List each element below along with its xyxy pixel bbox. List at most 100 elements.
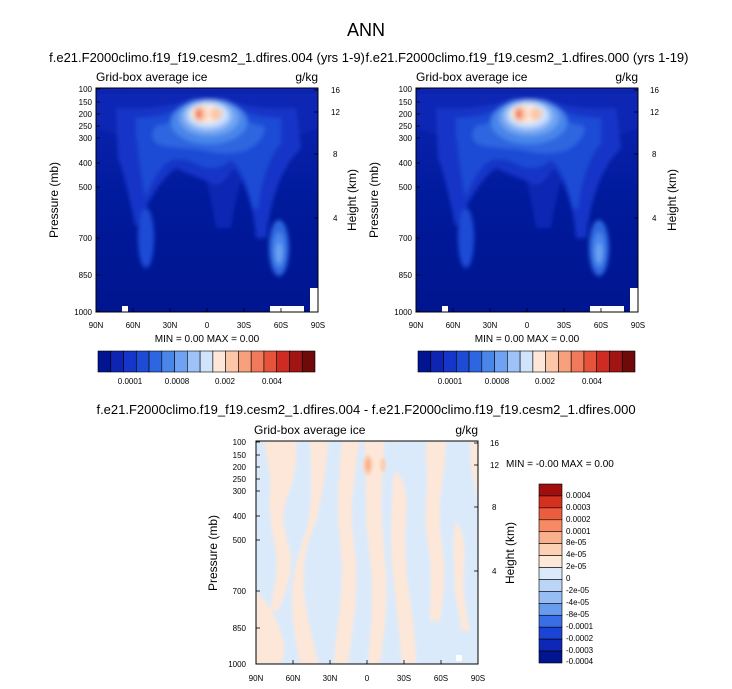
ytick-label: 400	[399, 159, 413, 168]
colorbar-box	[161, 350, 175, 373]
contour-l15	[276, 243, 282, 263]
panel-right-minmax: MIN = 0.00 MAX = 0.00	[475, 334, 580, 345]
cbar-tick-label: 0.0003	[566, 503, 591, 512]
ytick-label: 200	[79, 110, 93, 119]
colorbar-box	[494, 350, 508, 373]
ytick-label: 150	[233, 451, 247, 460]
diff-patch-4	[334, 441, 360, 664]
ytick-label: 100	[79, 85, 93, 94]
colorbar-box	[538, 483, 563, 497]
colorbar-box	[538, 614, 563, 628]
panel-diff-x-ticks: 90N 60N 30N 0 30S 60S 90S	[249, 674, 485, 683]
cbar-tick-label: 0.0001	[438, 377, 463, 386]
xtick-label: 30N	[163, 321, 178, 330]
panel-diff-plot	[256, 441, 478, 664]
colorbar-box	[468, 350, 483, 373]
cbar-tick-label: 8e-05	[566, 538, 587, 547]
panel-diff: f.e21.F2000climo.f19_f19.cesm2_1.dfires.…	[96, 402, 635, 683]
missing-box-right	[270, 306, 304, 312]
panel-right: f.e21.F2000climo.f19_f19.cesm2_1.dfires.…	[365, 50, 688, 386]
cbar-tick-label: 0.0008	[485, 377, 510, 386]
colorbar-box	[174, 350, 188, 373]
colorbar-box	[212, 350, 226, 373]
cbar-tick-label: 0.004	[262, 377, 283, 386]
panel-right-units: g/kg	[615, 70, 638, 84]
y2tick-label: 12	[331, 108, 340, 117]
panel-left-colorbar	[97, 350, 316, 373]
ytick-label: 1000	[74, 308, 92, 317]
panel-right-colorbar	[417, 350, 636, 373]
xtick-label: 90S	[471, 674, 485, 683]
panel-diff-title: f.e21.F2000climo.f19_f19.cesm2_1.dfires.…	[96, 402, 635, 417]
diff-hotspot	[363, 455, 386, 475]
colorbar-box	[148, 350, 163, 373]
y2tick-label: 4	[492, 567, 497, 576]
ytick-label: 850	[399, 271, 413, 280]
y2tick-label: 16	[650, 86, 659, 95]
panel-left-ylabel: Pressure (mb)	[47, 162, 61, 238]
cbar-tick-label: -8e-05	[566, 610, 590, 619]
xtick-label: 90N	[249, 674, 264, 683]
xtick-label: 90S	[631, 321, 645, 330]
colorbar-box	[417, 350, 432, 373]
colorbar-box	[570, 350, 585, 373]
y2tick-label: 4	[652, 214, 657, 223]
panel-left-title: f.e21.F2000climo.f19_f19.cesm2_1.dfires.…	[49, 50, 365, 65]
panel-right-y-ticks: 100 150 200 250 300 400 500 700 850 1000	[394, 85, 412, 317]
xtick-label: 60S	[594, 321, 608, 330]
panel-right-title: f.e21.F2000climo.f19_f19.cesm2_1.dfires.…	[365, 50, 688, 65]
ytick-label: 500	[399, 183, 413, 192]
colorbar-box	[532, 350, 546, 373]
diff-patch-7	[425, 441, 446, 621]
contour-l11	[210, 108, 222, 120]
ytick-label: 500	[79, 183, 93, 192]
y2tick-label: 12	[650, 108, 659, 117]
ytick-label: 400	[79, 159, 93, 168]
tick-marks	[96, 88, 318, 312]
ytick-label: 100	[233, 438, 247, 447]
contour-l16	[138, 208, 154, 268]
cbar-tick-label: 0	[566, 574, 571, 583]
colorbar-box	[481, 350, 495, 373]
tick-marks	[256, 441, 478, 665]
y2tick-label: 16	[490, 439, 499, 448]
colorbar-box	[263, 350, 278, 373]
cbar-tick-label: 2e-05	[566, 562, 587, 571]
ytick-label: 100	[399, 85, 413, 94]
colorbar-box	[225, 350, 239, 373]
diff-patch-9	[470, 441, 478, 501]
ytick-label: 150	[399, 98, 413, 107]
cbar-tick-label: -0.0004	[566, 657, 594, 666]
diff-hot-2	[365, 459, 371, 471]
contour-l16	[458, 208, 474, 268]
field-contours	[416, 94, 638, 276]
panel-right-plot	[416, 88, 638, 312]
ytick-label: 200	[399, 110, 413, 119]
colorbar-box	[443, 350, 457, 373]
colorbar-box	[538, 638, 563, 652]
colorbar-box	[538, 591, 563, 604]
xtick-label: 90N	[89, 321, 104, 330]
y2tick-label: 12	[490, 461, 499, 470]
xtick-label: 30S	[557, 321, 571, 330]
colorbar-box	[558, 350, 572, 373]
xtick-label: 60N	[286, 674, 301, 683]
diff-missing-box	[456, 655, 462, 661]
diff-patch-3	[292, 441, 328, 664]
cbar-tick-label: 0.002	[215, 377, 236, 386]
ytick-label: 400	[233, 512, 247, 521]
xtick-label: 90S	[311, 321, 325, 330]
xtick-label: 30N	[483, 321, 498, 330]
ytick-label: 300	[79, 134, 93, 143]
missing-box-left	[122, 306, 128, 312]
colorbar-box	[538, 495, 563, 509]
ytick-label: 500	[233, 536, 247, 545]
cbar-tick-label: -0.0002	[566, 634, 594, 643]
y2tick-label: 8	[492, 503, 497, 512]
ytick-label: 700	[79, 234, 93, 243]
cbar-tick-label: 0.002	[535, 377, 556, 386]
colorbar-box	[110, 350, 124, 373]
colorbar-box	[538, 567, 563, 580]
contour-l15	[596, 243, 602, 263]
